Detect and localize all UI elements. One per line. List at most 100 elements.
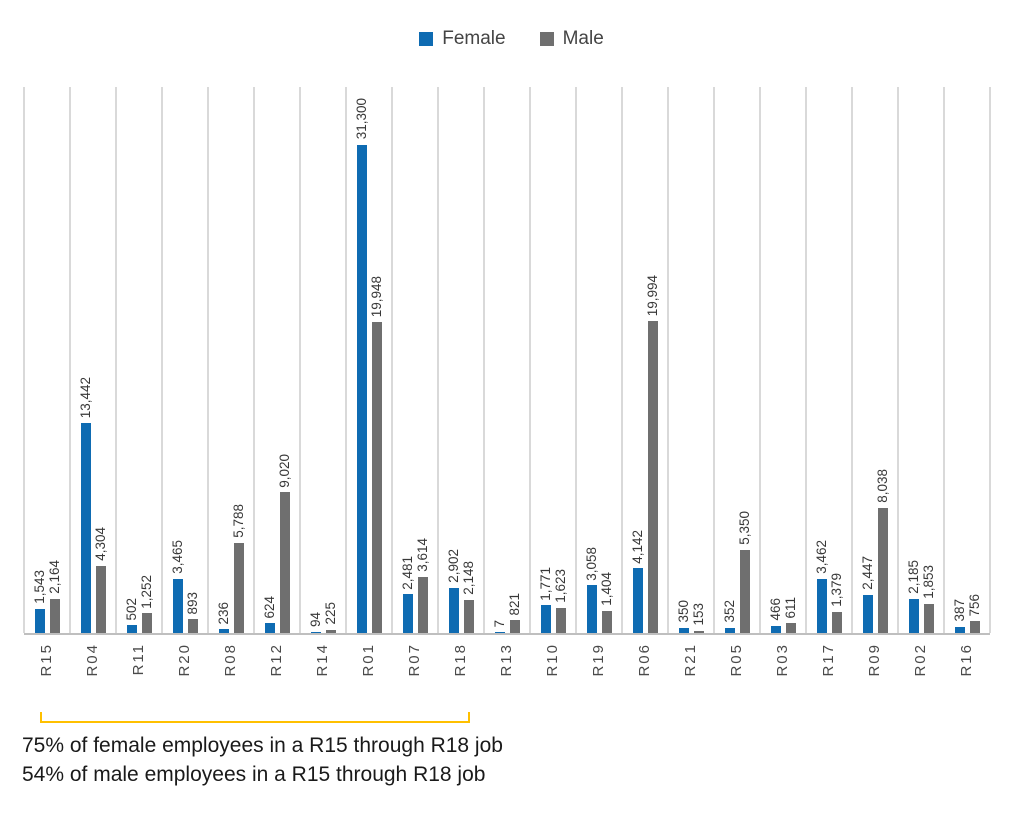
value-label-female: 31,300 xyxy=(353,98,369,140)
gridline xyxy=(161,87,163,633)
value-label-male: 1,252 xyxy=(138,574,154,609)
bar-female xyxy=(954,626,965,633)
category-label: R10 xyxy=(544,643,561,677)
category-label: R15 xyxy=(38,643,55,677)
category-group: 2,447 8,038 R09 xyxy=(852,87,898,677)
annotation: 75% of female employees in a R15 through… xyxy=(22,731,503,789)
value-label-male: 225 xyxy=(322,601,338,625)
bar-female xyxy=(770,625,781,633)
category-group: 2,902 2,148 R18 xyxy=(438,87,484,677)
bar-female xyxy=(632,568,643,633)
category-label: R21 xyxy=(682,643,699,677)
bar-female xyxy=(586,585,597,633)
bar-male xyxy=(371,321,382,633)
gridline xyxy=(69,87,71,633)
category-label: R01 xyxy=(360,643,377,677)
bar-female xyxy=(172,578,183,633)
bar-male xyxy=(739,549,750,633)
gridline xyxy=(207,87,209,633)
bar-male xyxy=(923,604,934,633)
value-label-male: 611 xyxy=(782,596,798,619)
annotation-line-female: 75% of female employees in a R15 through… xyxy=(22,734,503,757)
legend-item-male: Male xyxy=(539,28,604,50)
bar-male xyxy=(509,620,520,633)
bar-male xyxy=(141,613,152,633)
annotation-line-male: 54% of male employees in a R15 through R… xyxy=(22,763,486,786)
legend-swatch-female xyxy=(419,32,434,46)
bar-male xyxy=(279,492,290,633)
gridline xyxy=(713,87,715,633)
plot-area: 1,543 2,164 R15 13,442 4,304 R04 502 1,252 R11 3,… xyxy=(23,87,991,677)
bar-female xyxy=(34,608,45,633)
category-label: R06 xyxy=(636,643,653,677)
gridline xyxy=(253,87,255,633)
bar-male xyxy=(831,611,842,633)
category-group: 350 153 R21 xyxy=(668,87,714,677)
category-label: R16 xyxy=(958,643,975,677)
value-label-male: 821 xyxy=(506,592,522,616)
value-label-male: 4,304 xyxy=(92,527,108,561)
category-group: 502 1,252 R11 xyxy=(116,87,162,676)
gridline xyxy=(115,87,117,633)
category-group: 466 611 R03 xyxy=(760,87,806,677)
value-label-male: 5,788 xyxy=(230,503,246,538)
value-label-female: 13,442 xyxy=(77,377,93,419)
category-group: 3,465 893 R20 xyxy=(162,87,208,676)
category-label: R02 xyxy=(912,643,929,677)
bar-female xyxy=(448,587,459,633)
value-label-male: 1,853 xyxy=(920,565,936,600)
category-group: 1,543 2,164 R15 xyxy=(24,87,70,676)
category-group: 4,142 19,994 R06 xyxy=(622,87,668,677)
category-label: R17 xyxy=(820,643,837,677)
bar-male xyxy=(417,576,428,633)
value-label-female: 3,465 xyxy=(169,540,185,574)
bar-male xyxy=(325,629,336,633)
bar-female xyxy=(494,632,505,633)
gridline xyxy=(23,87,25,633)
bar-male xyxy=(785,623,796,633)
value-label-male: 2,164 xyxy=(46,560,62,595)
bar-male xyxy=(555,607,566,633)
gridline xyxy=(391,87,393,633)
category-group: 7 821 R13 xyxy=(484,87,530,677)
category-label: R18 xyxy=(452,643,469,677)
category-group: 1,771 1,623 R10 xyxy=(530,87,576,677)
category-label: R09 xyxy=(866,643,883,677)
category-label: R14 xyxy=(314,643,331,677)
bar-female xyxy=(402,594,413,633)
category-group: 94 225 R14 xyxy=(300,87,346,677)
gridline xyxy=(483,87,485,633)
bar-male xyxy=(969,621,980,633)
bar-female xyxy=(310,631,321,633)
bar-female xyxy=(356,144,367,633)
category-group: 31,300 19,948 R01 xyxy=(346,87,392,676)
gridline xyxy=(943,87,945,633)
category-group: 624 9,020 R12 xyxy=(254,87,300,677)
category-label: R13 xyxy=(498,643,515,677)
gridline xyxy=(759,87,761,633)
category-group: 2,481 3,614 R07 xyxy=(392,87,438,677)
gridline xyxy=(989,87,991,633)
bar-male xyxy=(49,599,60,633)
gridline xyxy=(851,87,853,633)
gridline xyxy=(667,87,669,633)
gridline xyxy=(621,87,623,633)
gridline xyxy=(345,87,347,633)
category-label: R11 xyxy=(130,643,147,676)
highlight-bracket xyxy=(40,712,470,723)
gridline xyxy=(299,87,301,633)
bar-male xyxy=(187,619,198,633)
value-label-female: 624 xyxy=(261,595,277,619)
category-label: R12 xyxy=(268,643,285,677)
legend-label-female: Female xyxy=(442,28,506,49)
gridline xyxy=(575,87,577,633)
value-label-female: 352 xyxy=(721,599,737,623)
category-label: R07 xyxy=(406,643,423,677)
value-label-female: 236 xyxy=(215,601,231,625)
value-label-male: 5,350 xyxy=(736,510,752,545)
value-label-female: 3,462 xyxy=(813,540,829,574)
category-group: 2,185 1,853 R02 xyxy=(898,87,944,676)
bar-female xyxy=(80,423,91,633)
bar-female xyxy=(816,579,827,633)
